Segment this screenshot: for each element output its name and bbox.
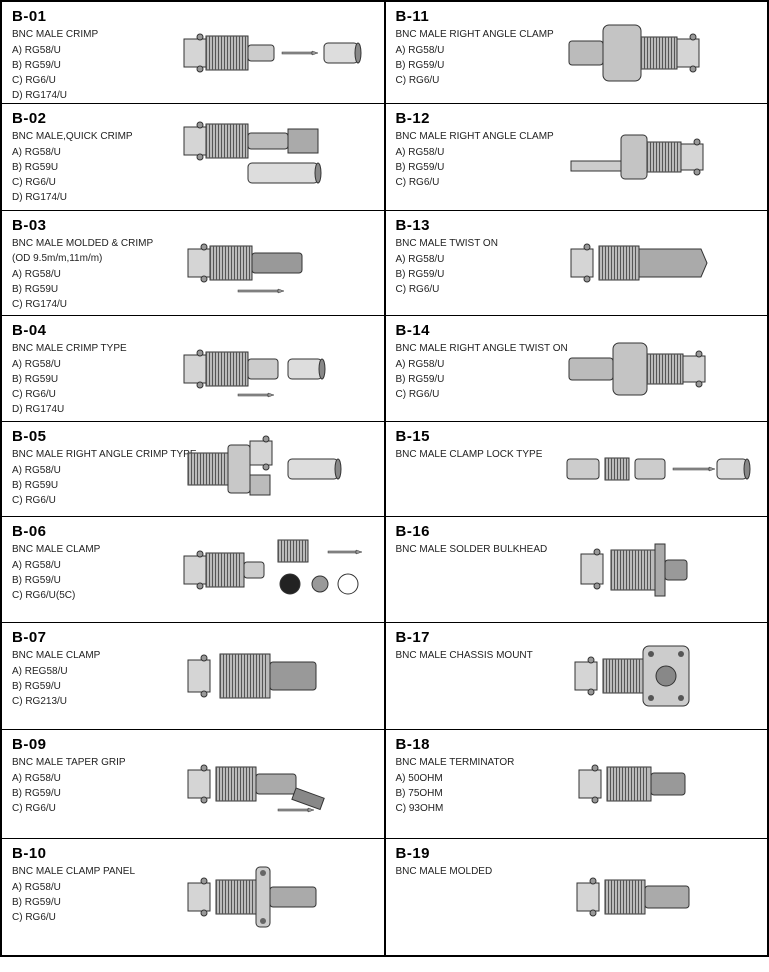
product-illustration bbox=[178, 852, 378, 942]
product-cell: B-02BNC MALE,QUICK CRIMPA) RG58/UB) RG59… bbox=[2, 104, 384, 211]
right-column: B-11BNC MALE RIGHT ANGLE CLAMPA) RG58/UB… bbox=[386, 2, 768, 955]
product-cell: B-06BNC MALE CLAMPA) RG58/UB) RG59/UC) R… bbox=[2, 517, 384, 623]
product-cell: B-07BNC MALE CLAMPA) REG58/UB) RG59/UC) … bbox=[2, 623, 384, 730]
product-cell: B-11BNC MALE RIGHT ANGLE CLAMPA) RG58/UB… bbox=[386, 2, 768, 104]
product-cell: B-10BNC MALE CLAMP PANELA) RG58/UB) RG59… bbox=[2, 839, 384, 955]
product-cell: B-17BNC MALE CHASSIS MOUNT bbox=[386, 623, 768, 730]
product-illustration bbox=[178, 112, 378, 202]
product-cell: B-04BNC MALE CRIMP TYPEA) RG58/UB) RG59U… bbox=[2, 316, 384, 422]
product-cell: B-18BNC MALE TERMINATORA) 50OHMB) 75OHMC… bbox=[386, 730, 768, 839]
product-cell: B-05BNC MALE RIGHT ANGLE CRIMP TYPEA) RG… bbox=[2, 422, 384, 517]
product-illustration bbox=[561, 324, 761, 414]
product-cell: B-09BNC MALE TAPER GRIPA) RG58/UB) RG59/… bbox=[2, 730, 384, 839]
product-cell: B-16BNC MALE SOLDER BULKHEAD bbox=[386, 517, 768, 623]
product-cell: B-19BNC MALE MOLDED bbox=[386, 839, 768, 955]
left-column: B-01BNC MALE CRIMPA) RG58/UB) RG59/UC) R… bbox=[2, 2, 386, 955]
product-illustration bbox=[178, 218, 378, 308]
product-cell: B-13BNC MALE TWIST ONA) RG58/UB) RG59/UC… bbox=[386, 211, 768, 316]
product-cell: B-01BNC MALE CRIMPA) RG58/UB) RG59/UC) R… bbox=[2, 2, 384, 104]
product-cell: B-03BNC MALE MOLDED & CRIMP(OD 9.5m/m,11… bbox=[2, 211, 384, 316]
product-illustration bbox=[178, 739, 378, 829]
product-illustration bbox=[178, 631, 378, 721]
product-illustration bbox=[561, 112, 761, 202]
product-illustration bbox=[561, 525, 761, 615]
product-cell: B-14BNC MALE RIGHT ANGLE TWIST ONA) RG58… bbox=[386, 316, 768, 422]
catalog-grid: B-01BNC MALE CRIMPA) RG58/UB) RG59/UC) R… bbox=[0, 0, 769, 957]
product-illustration bbox=[178, 525, 378, 615]
product-cell: B-12BNC MALE RIGHT ANGLE CLAMPA) RG58/UB… bbox=[386, 104, 768, 211]
product-cell: B-15BNC MALE CLAMP LOCK TYPE bbox=[386, 422, 768, 517]
product-illustration bbox=[561, 852, 761, 942]
product-illustration bbox=[178, 324, 378, 414]
product-illustration bbox=[561, 428, 761, 511]
product-illustration bbox=[178, 8, 378, 98]
product-illustration bbox=[178, 428, 378, 511]
product-illustration bbox=[561, 739, 761, 829]
product-illustration bbox=[561, 218, 761, 308]
product-illustration bbox=[561, 631, 761, 721]
product-illustration bbox=[561, 8, 761, 98]
